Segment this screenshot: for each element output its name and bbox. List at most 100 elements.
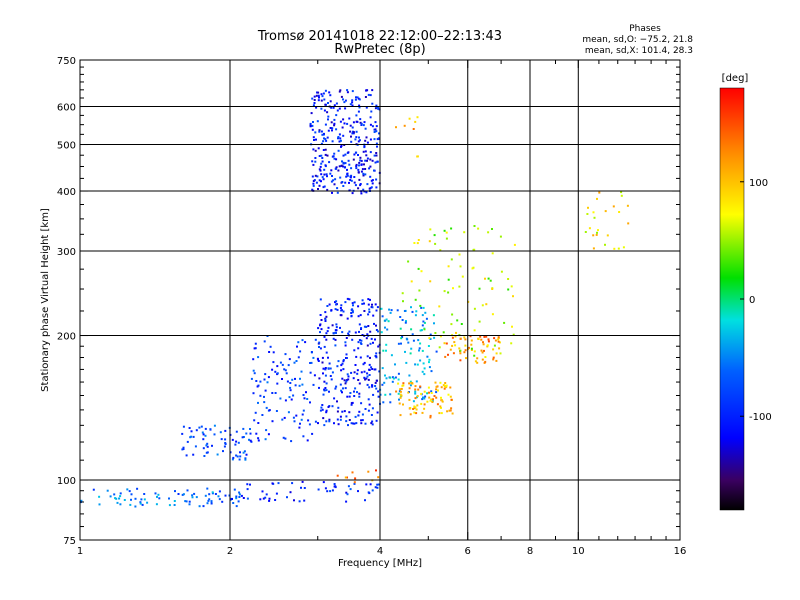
data-point	[433, 322, 435, 325]
data-point	[233, 488, 236, 491]
data-point	[367, 313, 370, 316]
data-point	[255, 432, 258, 435]
data-point	[452, 352, 455, 355]
data-point	[313, 102, 316, 104]
data-point	[419, 342, 422, 345]
data-point	[339, 89, 342, 92]
data-point	[445, 231, 448, 234]
data-point	[182, 425, 185, 428]
data-point	[364, 378, 367, 381]
data-point	[331, 127, 334, 130]
data-point	[428, 361, 430, 364]
data-point	[375, 387, 378, 390]
data-point	[330, 309, 333, 312]
data-point	[317, 327, 320, 330]
data-point	[206, 442, 209, 445]
data-point	[168, 497, 170, 500]
data-point	[368, 368, 371, 371]
data-point	[317, 422, 319, 425]
data-point	[404, 350, 406, 353]
data-point	[188, 503, 191, 506]
data-point	[370, 110, 373, 113]
data-point	[429, 399, 432, 402]
data-point	[323, 137, 325, 140]
data-point	[357, 154, 359, 156]
data-point	[341, 126, 344, 129]
data-point	[365, 89, 368, 92]
data-point	[328, 418, 331, 421]
data-point	[377, 395, 380, 398]
data-point	[429, 333, 432, 336]
data-point	[344, 162, 347, 165]
data-point	[326, 154, 329, 157]
data-point	[429, 416, 432, 419]
data-point	[319, 314, 322, 316]
data-point	[481, 351, 484, 354]
data-point	[377, 107, 380, 110]
data-point	[204, 427, 207, 430]
data-point	[207, 499, 210, 502]
data-point	[392, 377, 395, 380]
data-point	[484, 360, 487, 363]
data-point	[202, 438, 205, 441]
data-point	[420, 329, 423, 332]
data-point	[357, 315, 360, 318]
data-point	[360, 159, 363, 162]
data-point	[351, 99, 354, 102]
data-point	[500, 270, 503, 273]
data-point	[357, 341, 360, 344]
data-point	[339, 139, 342, 142]
data-point	[354, 387, 357, 390]
data-point	[318, 179, 321, 182]
data-point	[357, 140, 360, 143]
data-point	[366, 333, 369, 336]
data-point	[368, 167, 371, 170]
data-point	[325, 351, 328, 354]
data-point	[367, 491, 370, 494]
data-point	[339, 137, 342, 140]
data-point	[416, 242, 419, 245]
data-point	[336, 410, 339, 413]
data-point	[295, 414, 298, 417]
data-point	[319, 298, 322, 301]
data-point	[202, 447, 205, 450]
data-point	[428, 391, 430, 394]
data-point	[432, 398, 434, 401]
data-point	[354, 415, 357, 418]
data-point	[381, 315, 384, 318]
data-point	[429, 338, 432, 340]
data-point	[349, 103, 352, 106]
data-point	[264, 389, 267, 392]
data-point	[476, 361, 479, 364]
data-point	[323, 335, 326, 338]
data-point	[423, 403, 426, 406]
data-point	[353, 390, 355, 393]
data-point	[438, 305, 441, 308]
data-point	[324, 318, 327, 321]
data-point	[360, 339, 363, 342]
data-point	[313, 374, 316, 377]
data-point	[173, 500, 176, 502]
data-point	[352, 132, 355, 135]
data-point	[416, 404, 419, 407]
data-point	[349, 124, 352, 127]
data-point	[320, 328, 323, 331]
data-point	[130, 498, 132, 501]
data-point	[340, 389, 343, 392]
data-point	[377, 345, 380, 348]
data-point	[346, 89, 349, 92]
data-point	[348, 117, 351, 120]
data-point	[493, 344, 496, 347]
data-point	[376, 160, 379, 163]
data-point	[358, 339, 361, 342]
data-point	[360, 402, 363, 405]
data-point	[512, 333, 515, 336]
data-point	[339, 415, 342, 418]
data-point	[328, 303, 331, 306]
data-point	[263, 395, 265, 398]
data-point	[347, 485, 350, 488]
data-point	[358, 395, 361, 398]
data-point	[333, 152, 336, 155]
data-point	[350, 371, 353, 374]
